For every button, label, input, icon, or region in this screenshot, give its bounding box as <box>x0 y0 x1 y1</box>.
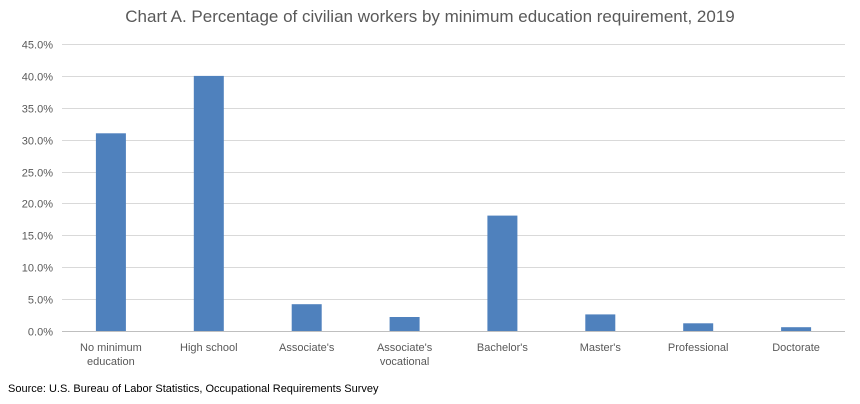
y-tick-label: 40.0% <box>22 72 53 84</box>
y-tick-label: 35.0% <box>22 104 53 116</box>
x-tick-label: No minimum education <box>80 342 142 368</box>
y-tick-label: 20.0% <box>22 199 53 211</box>
bar <box>193 75 224 332</box>
y-tick-label: 45.0% <box>22 40 53 52</box>
x-axis-ticks: No minimum education High school Associate'… <box>80 342 820 368</box>
chart-title: Chart A. Percentage of civilian workers … <box>125 7 735 26</box>
y-tick-label: 30.0% <box>22 136 53 148</box>
y-tick-label: 25.0% <box>22 168 53 180</box>
x-tick-label: High school <box>180 342 237 354</box>
bar <box>487 215 518 331</box>
x-tick-label: Doctorate <box>772 342 820 354</box>
y-axis-ticks: 0.0% 5.0% 10.0% 15.0% 20.0% 25.0% 30.0% 35.0% 40… <box>22 40 53 339</box>
x-tick-label: Bachelor's <box>477 342 529 354</box>
bars <box>95 75 812 332</box>
gridlines <box>62 44 845 332</box>
y-tick-label: 0.0% <box>28 327 53 339</box>
x-tick-label: Associate's <box>279 342 335 354</box>
x-tick-label: Professional <box>668 342 729 354</box>
y-tick-label: 5.0% <box>28 295 53 307</box>
bar <box>389 317 420 331</box>
bar <box>585 314 616 331</box>
chart-source: Source: U.S. Bureau of Labor Statistics,… <box>8 383 379 395</box>
y-tick-label: 15.0% <box>22 231 53 243</box>
x-tick-label: Associate's vocational <box>377 342 433 368</box>
y-tick-label: 10.0% <box>22 263 53 275</box>
bar <box>95 133 126 331</box>
x-tick-label: Master's <box>580 342 622 354</box>
bar <box>683 323 714 331</box>
bar <box>291 304 322 331</box>
bar <box>781 327 812 331</box>
